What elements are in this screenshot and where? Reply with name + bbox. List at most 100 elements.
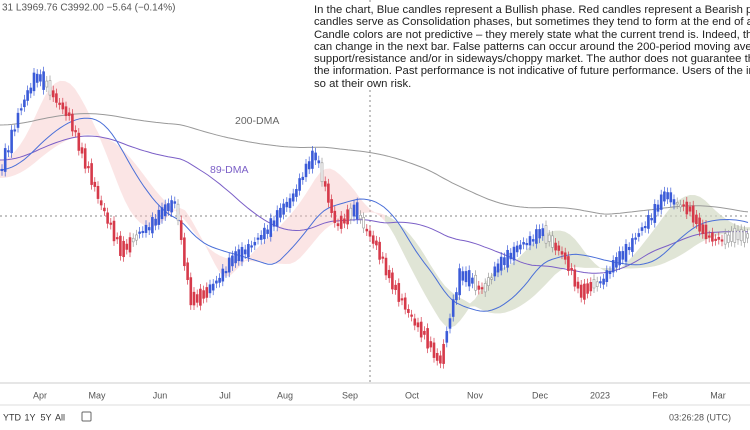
candle — [314, 152, 317, 161]
candle — [61, 102, 65, 110]
candle — [141, 230, 145, 234]
candle — [400, 298, 404, 301]
candle — [717, 236, 721, 240]
candle — [586, 283, 589, 294]
candle — [179, 220, 183, 240]
candle — [135, 234, 138, 241]
range-button[interactable]: YTD — [3, 412, 22, 422]
candle — [391, 272, 394, 290]
candle — [384, 257, 388, 276]
date-range-icon[interactable] — [81, 411, 92, 422]
candle — [154, 218, 157, 226]
candle — [320, 162, 324, 183]
candle — [583, 283, 586, 300]
candle — [679, 204, 682, 208]
candle — [487, 277, 490, 287]
candle — [551, 235, 554, 248]
candle — [122, 240, 125, 258]
candle — [528, 236, 532, 246]
candle — [87, 166, 90, 169]
candle — [125, 243, 129, 250]
candle — [173, 201, 177, 204]
candle — [535, 229, 538, 244]
candle — [538, 229, 541, 239]
candle — [567, 256, 570, 271]
candle — [557, 245, 561, 251]
candle — [64, 106, 68, 117]
candle — [375, 240, 378, 246]
ma89-line — [0, 135, 748, 274]
candle — [688, 206, 692, 212]
candle — [522, 242, 525, 245]
candle — [413, 318, 417, 326]
candle — [698, 217, 701, 232]
candle — [509, 252, 513, 260]
candle — [112, 220, 116, 242]
candle — [525, 243, 529, 246]
disclaimer-line: so at their own risk. — [314, 77, 412, 90]
candle — [285, 201, 289, 208]
candle — [138, 231, 141, 234]
candle — [211, 283, 215, 291]
ma200-line — [0, 113, 749, 215]
candle — [16, 112, 20, 128]
candle — [483, 283, 487, 293]
candle — [669, 192, 673, 203]
candle — [573, 269, 577, 287]
candle — [349, 207, 353, 220]
candle — [224, 271, 228, 274]
candle — [77, 132, 81, 151]
candle — [90, 163, 93, 185]
candle — [279, 207, 282, 218]
candle — [663, 191, 666, 202]
candle — [675, 202, 679, 205]
candle — [346, 209, 349, 225]
candle — [163, 204, 167, 217]
candle — [432, 342, 436, 358]
range-button[interactable]: All — [55, 412, 65, 422]
candle — [192, 291, 196, 306]
candle — [231, 255, 234, 267]
candle — [439, 355, 442, 364]
candle — [99, 200, 103, 206]
candle — [621, 251, 625, 260]
range-button[interactable]: 5Y — [40, 412, 51, 422]
candle — [643, 226, 647, 229]
candle — [288, 198, 292, 208]
candle — [458, 268, 461, 296]
candle — [426, 328, 429, 349]
candle — [637, 233, 641, 237]
range-button[interactable]: 1Y — [24, 412, 35, 422]
candle — [355, 202, 359, 220]
candle — [378, 241, 381, 260]
x-tick-label: Nov — [467, 390, 484, 400]
candle — [480, 287, 484, 290]
candle — [653, 204, 657, 223]
disclaimer-line: support/resistance and/or in sideways/ch… — [314, 53, 750, 66]
candle — [634, 237, 637, 240]
candle — [307, 161, 311, 170]
candle — [359, 214, 362, 220]
candle — [317, 160, 321, 164]
x-tick-label: Jun — [153, 390, 168, 400]
candle — [272, 220, 276, 227]
candle — [423, 330, 426, 335]
candle — [410, 314, 413, 317]
candle — [48, 80, 52, 96]
candle — [160, 207, 164, 220]
candle — [208, 284, 212, 294]
candle — [74, 130, 77, 133]
candle — [736, 229, 740, 241]
x-tick-label: Feb — [652, 390, 668, 400]
candle — [295, 189, 298, 197]
candle — [29, 87, 33, 94]
candle — [298, 178, 301, 191]
candle — [714, 238, 717, 241]
candle — [58, 102, 61, 105]
candle — [80, 147, 84, 154]
candle — [35, 73, 39, 83]
candle — [666, 192, 669, 200]
candle — [474, 274, 477, 291]
candle — [151, 217, 154, 234]
candle — [618, 251, 621, 266]
